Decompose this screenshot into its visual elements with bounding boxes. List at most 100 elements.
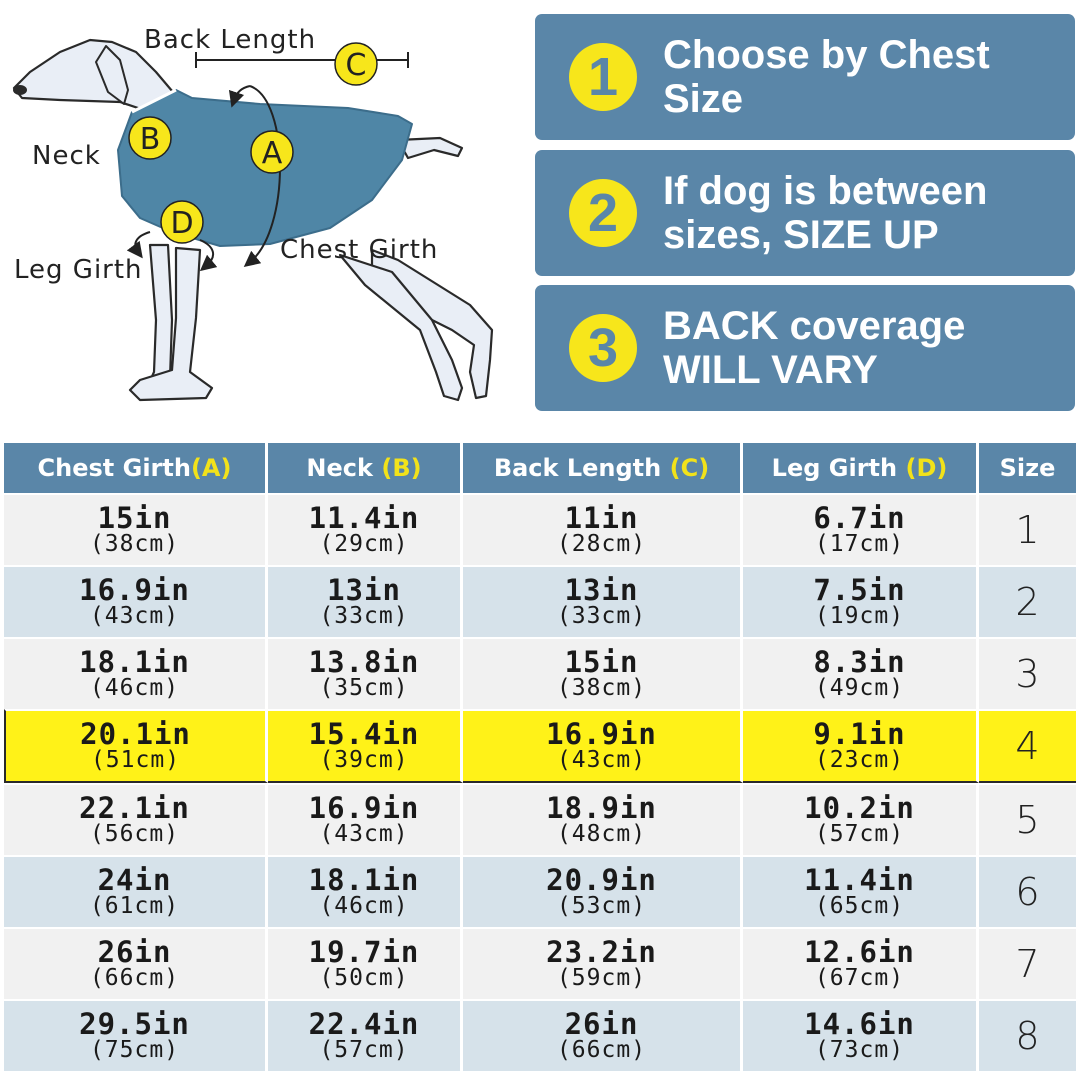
header-letter-a: (A)	[190, 454, 232, 482]
cell-leg-girth: 11.4in (65cm)	[743, 855, 979, 927]
cell-leg-girth: 10.2in (57cm)	[743, 783, 979, 855]
cm-value: (67cm)	[814, 965, 905, 991]
cell-size: 8	[979, 999, 1076, 1071]
cell-leg-girth: 12.6in (67cm)	[743, 927, 979, 999]
cm-value: (38cm)	[89, 531, 180, 557]
cell-chest-girth: 22.1in (56cm)	[4, 783, 268, 855]
cell-neck: 16.9in (43cm)	[268, 783, 463, 855]
inch-value: 13.8in	[308, 645, 420, 679]
inch-value: 15in	[97, 501, 172, 535]
cm-value: (73cm)	[814, 1037, 905, 1063]
cm-value: (65cm)	[814, 893, 905, 919]
inch-value: 8.3in	[813, 645, 906, 679]
inch-value: 26in	[97, 935, 172, 969]
cell-chest-girth: 18.1in (46cm)	[4, 637, 268, 709]
leg-girth-label: Leg Girth	[14, 255, 143, 285]
cm-value: (51cm)	[90, 747, 181, 773]
size-chart-table: Chest Girth(A) Neck (B) Back Length (C) …	[4, 443, 1076, 1071]
header-leg-girth: Leg Girth (D)	[743, 443, 979, 493]
cell-size: 7	[979, 927, 1076, 999]
marker-a: A	[262, 136, 283, 171]
tip-back-coverage: 3 BACK coverage WILL VARY	[535, 285, 1075, 411]
size-value: 2	[1015, 580, 1040, 624]
cell-neck: 11.4in (29cm)	[268, 493, 463, 565]
table-header-row: Chest Girth(A) Neck (B) Back Length (C) …	[4, 443, 1076, 493]
inch-value: 16.9in	[79, 573, 190, 607]
size-value: 5	[1015, 798, 1040, 842]
size-value: 1	[1015, 508, 1040, 552]
inch-value: 13in	[564, 573, 639, 607]
inch-value: 7.5in	[813, 573, 906, 607]
neck-label: Neck	[32, 141, 101, 171]
cm-value: (48cm)	[556, 821, 647, 847]
chest-girth-label: Chest Girth	[280, 235, 438, 265]
cm-value: (29cm)	[319, 531, 409, 557]
cm-value: (43cm)	[319, 821, 409, 847]
cell-size: 2	[979, 565, 1076, 637]
cell-back-length: 26in (66cm)	[463, 999, 743, 1071]
cm-value: (43cm)	[556, 747, 647, 773]
table-row: 16.9in (43cm) 13in (33cm) 13in (33cm) 7.5in (19…	[4, 565, 1076, 637]
cm-value: (57cm)	[319, 1037, 409, 1063]
cell-chest-girth: 16.9in (43cm)	[4, 565, 268, 637]
cell-back-length: 13in (33cm)	[463, 565, 743, 637]
inch-value: 16.9in	[308, 791, 420, 825]
cell-size: 6	[979, 855, 1076, 927]
cm-value: (28cm)	[556, 531, 647, 557]
inch-value: 18.9in	[546, 791, 657, 825]
size-value: 6	[1015, 870, 1040, 914]
cm-value: (17cm)	[814, 531, 905, 557]
inch-value: 22.1in	[79, 791, 190, 825]
cell-neck: 18.1in (46cm)	[268, 855, 463, 927]
header-size: Size	[979, 443, 1076, 493]
cm-value: (53cm)	[556, 893, 647, 919]
inch-value: 15.4in	[308, 717, 420, 751]
cell-leg-girth: 6.7in (17cm)	[743, 493, 979, 565]
inch-value: 16.9in	[546, 717, 657, 751]
header-back-length: Back Length (C)	[463, 443, 743, 493]
cell-leg-girth: 9.1in (23cm)	[743, 709, 979, 783]
tip-number-2: 2	[569, 179, 637, 247]
cm-value: (23cm)	[814, 747, 905, 773]
inch-value: 14.6in	[804, 1007, 915, 1041]
inch-value: 15in	[564, 645, 639, 679]
inch-value: 20.1in	[80, 717, 191, 751]
cm-value: (66cm)	[556, 1037, 647, 1063]
cm-value: (43cm)	[89, 603, 180, 629]
cm-value: (39cm)	[319, 747, 409, 773]
header-letter-d: (D)	[905, 454, 948, 482]
inch-value: 9.1in	[813, 717, 906, 751]
cell-size: 3	[979, 637, 1076, 709]
cm-value: (33cm)	[556, 603, 647, 629]
inch-value: 12.6in	[804, 935, 915, 969]
inch-value: 6.7in	[813, 501, 906, 535]
cm-value: (46cm)	[89, 675, 180, 701]
cell-leg-girth: 14.6in (73cm)	[743, 999, 979, 1071]
inch-value: 22.4in	[308, 1007, 420, 1041]
inch-value: 18.1in	[308, 863, 420, 897]
size-value: 3	[1015, 652, 1040, 696]
marker-d: D	[170, 206, 193, 241]
dog-measurement-diagram: Back Length C B A D Neck Chest Girth Leg…	[12, 25, 494, 402]
cell-neck: 19.7in (50cm)	[268, 927, 463, 999]
back-length-label: Back Length	[144, 25, 316, 55]
cell-chest-girth: 24in (61cm)	[4, 855, 268, 927]
inch-value: 29.5in	[79, 1007, 190, 1041]
cm-value: (57cm)	[814, 821, 905, 847]
table-row: 26in (66cm) 19.7in (50cm) 23.2in (59cm) 12.6in…	[4, 927, 1076, 999]
header-letter-b: (B)	[381, 454, 422, 482]
cell-size: 1	[979, 493, 1076, 565]
table-row: 18.1in (46cm) 13.8in (35cm) 15in (38cm) 8.3in(…	[4, 637, 1076, 709]
cm-value: (33cm)	[319, 603, 409, 629]
cell-back-length: 20.9in (53cm)	[463, 855, 743, 927]
inch-value: 19.7in	[308, 935, 420, 969]
cm-value: (46cm)	[319, 893, 409, 919]
marker-c: C	[346, 48, 367, 83]
cm-value: (61cm)	[89, 893, 180, 919]
inch-value: 24in	[97, 863, 172, 897]
tip-number-3: 3	[569, 314, 637, 382]
tip-text-1: Choose by Chest Size	[663, 33, 990, 121]
cm-value: (56cm)	[89, 821, 180, 847]
table-row: 29.5in (75cm) 22.4in (57cm) 26in (66cm) 14.6in…	[4, 999, 1076, 1071]
table-row: 20.1in (51cm) 15.4in (39cm) 16.9in (43cm) 9.1i…	[4, 709, 1076, 783]
